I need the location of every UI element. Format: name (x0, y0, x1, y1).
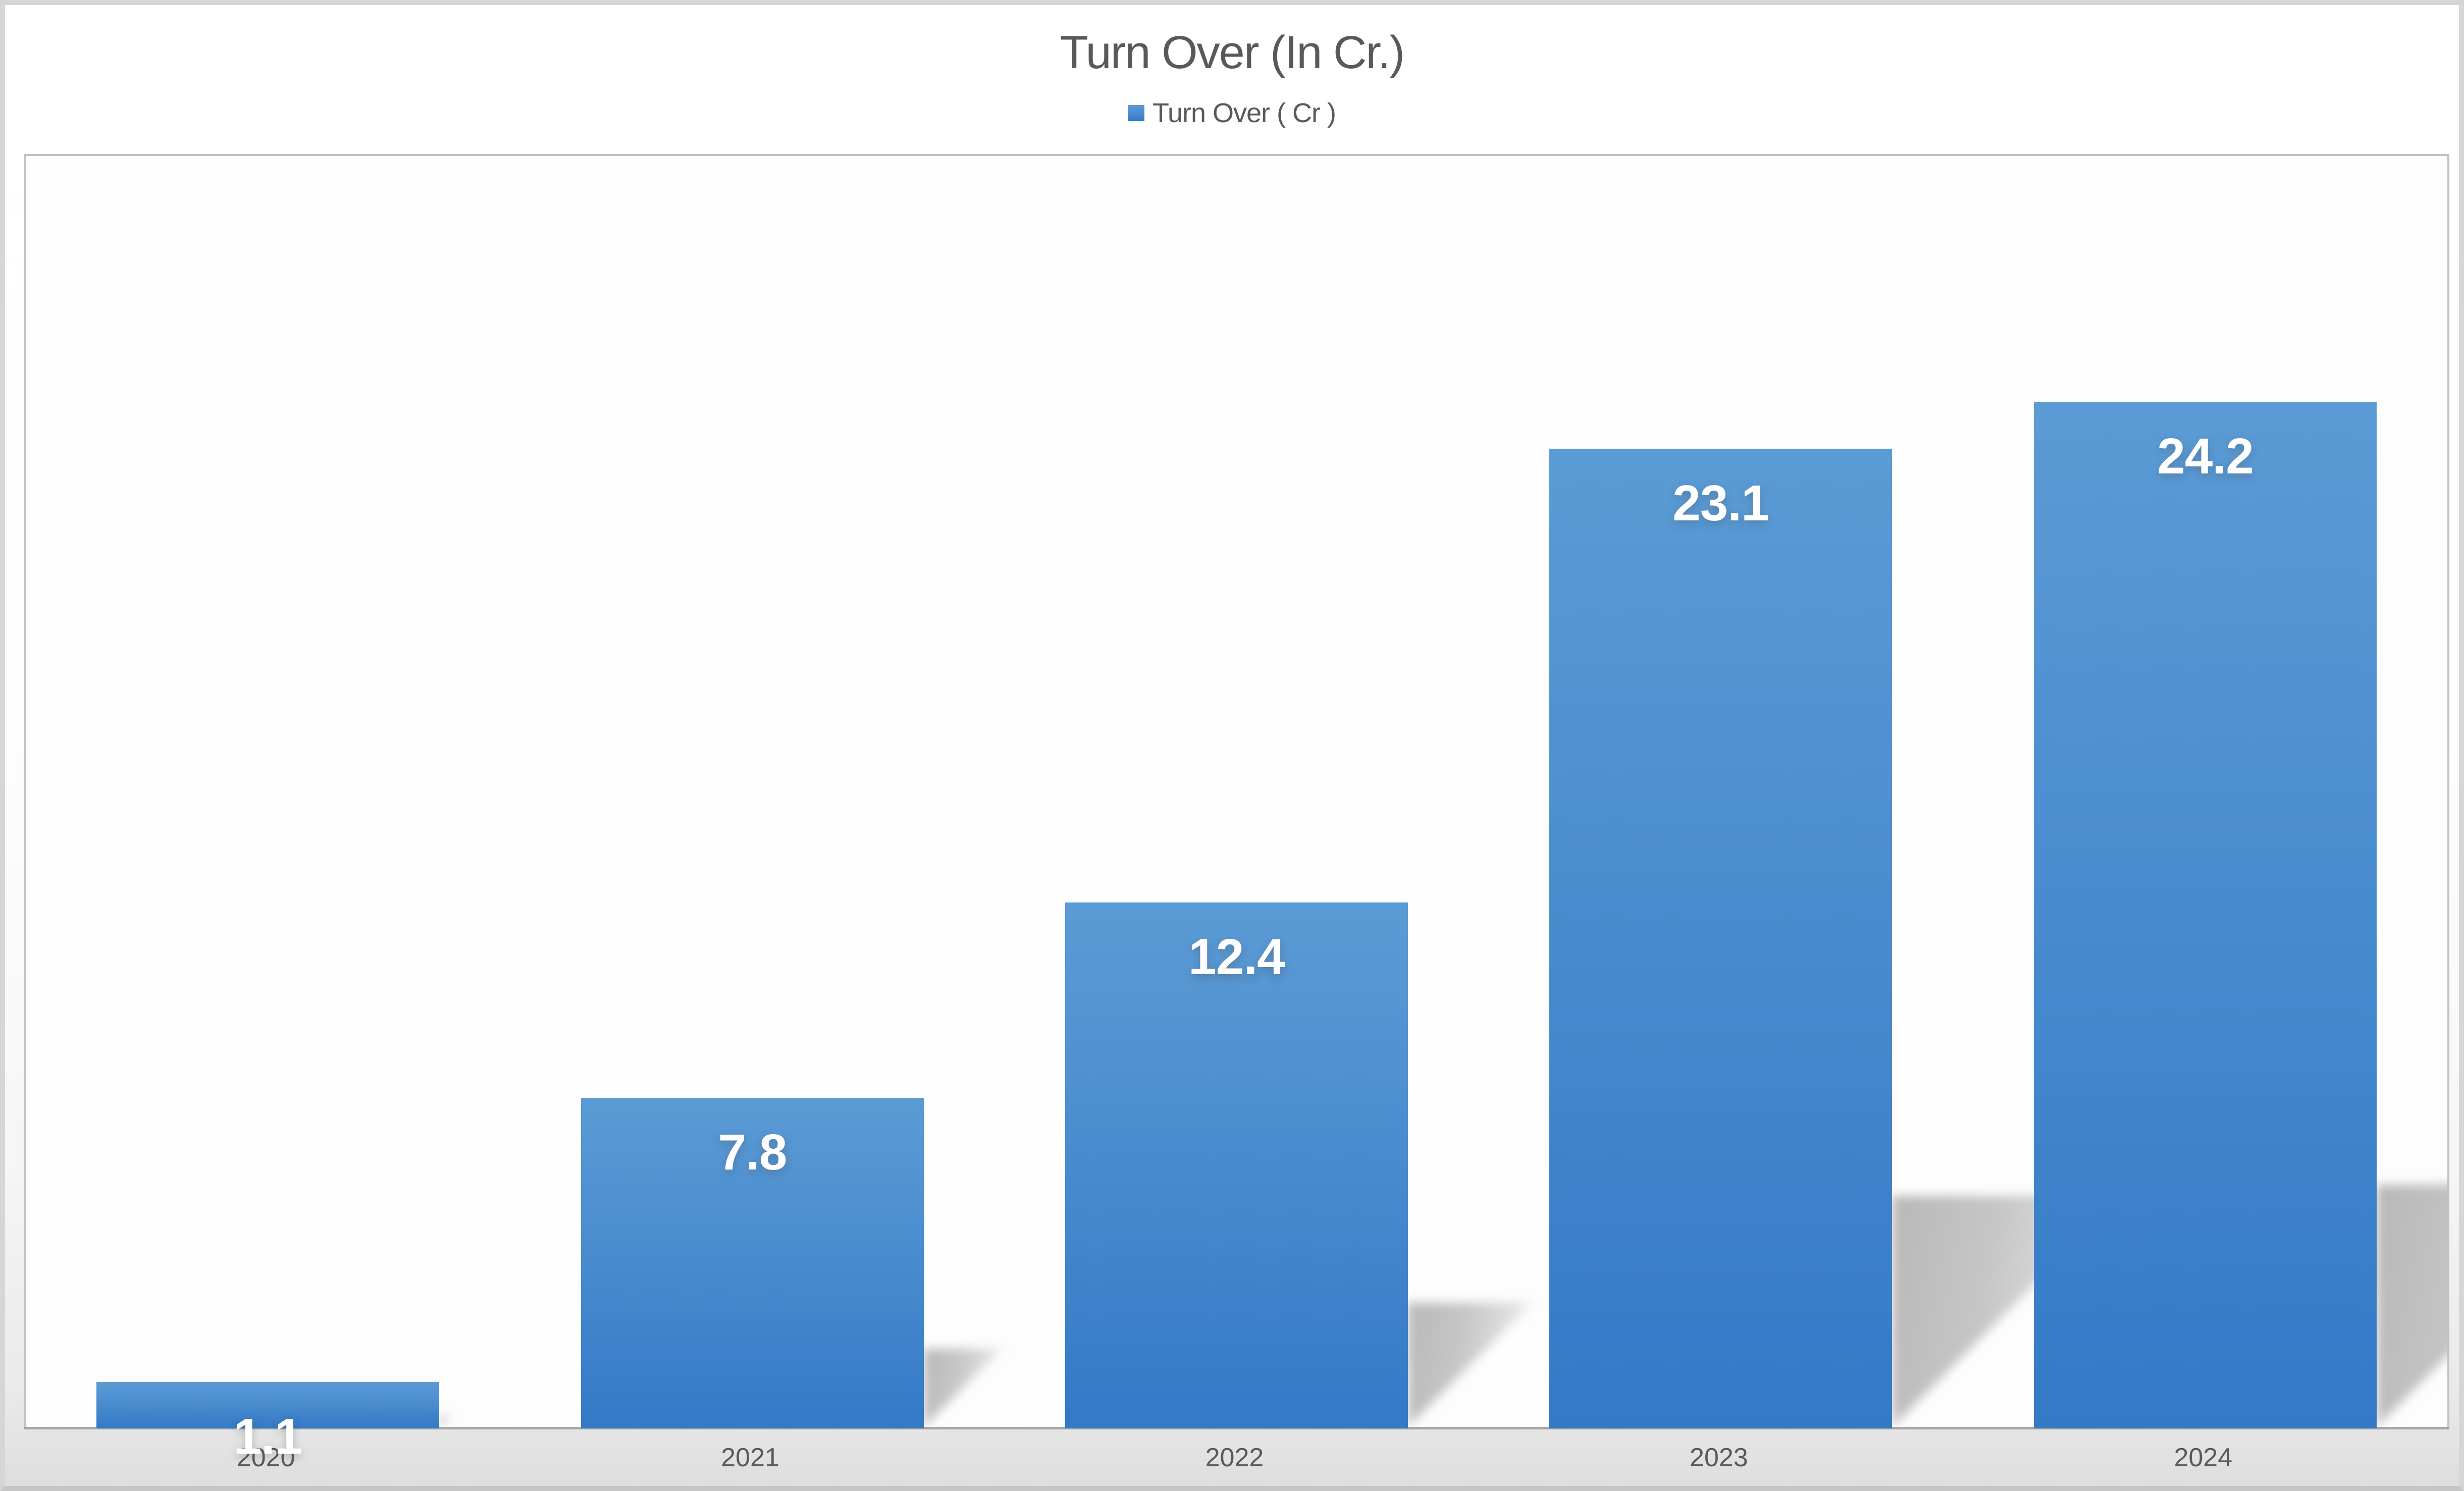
bar-2024 (2034, 402, 2377, 1428)
bar-data-label: 1.1 (233, 1408, 302, 1465)
bar-2021 (581, 1098, 924, 1428)
legend-label: Turn Over ( Cr ) (1152, 98, 1336, 128)
x-axis-label-2021: 2021 (721, 1443, 779, 1472)
bar-data-label: 12.4 (1188, 929, 1285, 985)
plot-area: 1.1 7.8 12.4 23.1 24.2 (24, 154, 2449, 1462)
chart-inner: Turn Over (In Cr.) Turn Over ( Cr ) 1.1 7… (5, 5, 2459, 1486)
legend-marker-icon (1128, 105, 1144, 121)
bar-shadow (1408, 1291, 1544, 1427)
x-axis-label-2020: 2020 (236, 1443, 295, 1472)
x-axis-label-2022: 2022 (1205, 1443, 1264, 1472)
x-axis-label-2024: 2024 (2174, 1443, 2233, 1472)
bar-2023 (1549, 449, 1892, 1428)
bar-data-label: 24.2 (2157, 428, 2254, 485)
legend: Turn Over ( Cr ) (5, 97, 2459, 129)
bar-data-label: 23.1 (1672, 475, 1769, 531)
bar-2022 (1065, 902, 1408, 1428)
bar-shadow (439, 1404, 462, 1427)
bar-2020 (96, 1382, 439, 1428)
bar-data-label: 7.8 (718, 1124, 787, 1181)
bar-shadow (2377, 1173, 2447, 1427)
chart-title: Turn Over (In Cr.) (1060, 27, 1405, 78)
bar-shadow (924, 1337, 1014, 1427)
x-axis-label-2023: 2023 (1690, 1443, 1748, 1472)
